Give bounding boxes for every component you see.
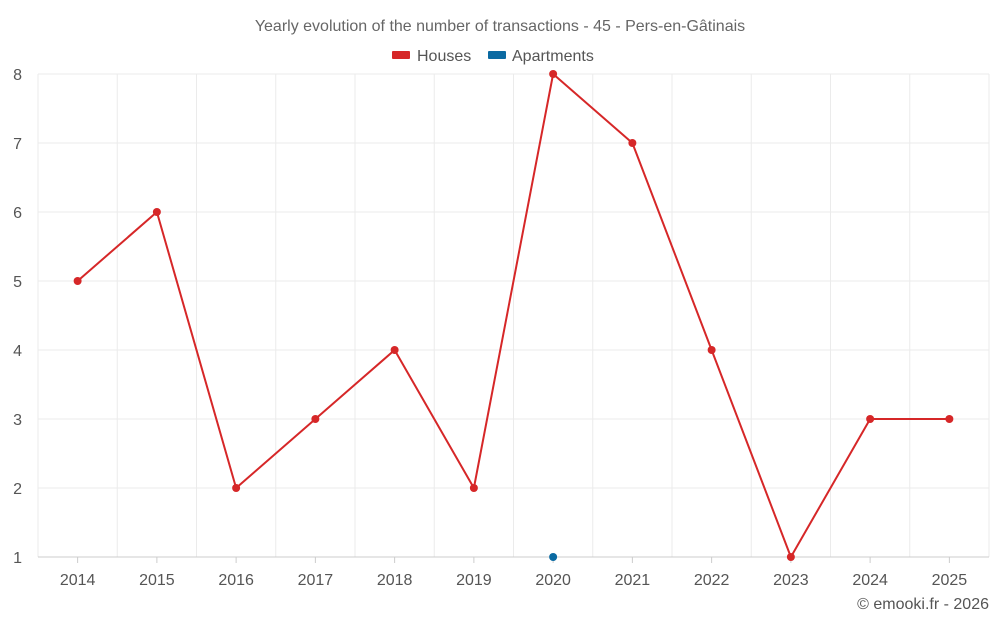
- legend-item-apartments[interactable]: Apartments: [488, 48, 594, 65]
- legend-label-houses: Houses: [417, 48, 471, 65]
- chart-title: Yearly evolution of the number of transa…: [255, 18, 745, 35]
- x-tick-label: 2020: [535, 572, 571, 589]
- y-tick-label: 4: [13, 343, 22, 360]
- data-point-houses[interactable]: [73, 277, 82, 285]
- x-tick-label: 2022: [694, 572, 730, 589]
- legend-item-houses[interactable]: Houses: [392, 48, 471, 65]
- x-tick-label: 2024: [852, 572, 888, 589]
- data-point-houses[interactable]: [866, 415, 875, 423]
- series-line-houses: [76, 73, 950, 558]
- y-tick-label: 8: [13, 67, 22, 84]
- data-point-houses[interactable]: [786, 553, 795, 561]
- x-tick-label: 2025: [932, 572, 968, 589]
- legend-swatch-apartments: [488, 51, 506, 59]
- x-tick-label: 2015: [139, 572, 175, 589]
- data-point-apartments[interactable]: [549, 553, 558, 561]
- data-point-houses[interactable]: [549, 70, 558, 78]
- y-tick-label: 2: [13, 481, 22, 498]
- x-tick-label: 2014: [60, 572, 96, 589]
- data-point-houses[interactable]: [232, 484, 241, 492]
- grid: [37, 73, 990, 558]
- data-point-houses[interactable]: [707, 346, 716, 354]
- x-tick-label: 2018: [377, 572, 413, 589]
- data-point-houses[interactable]: [628, 139, 637, 147]
- y-tick-label: 5: [13, 274, 22, 291]
- legend-label-apartments: Apartments: [512, 48, 594, 65]
- x-tick-label: 2017: [298, 572, 334, 589]
- data-point-houses[interactable]: [469, 484, 478, 492]
- x-axis-ticks: 2014 2015 2016 2017 2018 2019 2020 2021 2022 2023…: [60, 557, 967, 589]
- data-point-houses[interactable]: [390, 346, 399, 354]
- series-apartments: [549, 553, 558, 561]
- x-tick-label: 2019: [456, 572, 492, 589]
- x-tick-label: 2021: [615, 572, 651, 589]
- y-tick-label: 3: [13, 412, 22, 429]
- y-tick-label: 1: [13, 550, 22, 567]
- x-tick-label: 2016: [218, 572, 254, 589]
- y-axis-ticks: 1 2 3 4 5 6 7 8: [13, 67, 22, 567]
- series-houses: [73, 70, 954, 561]
- y-tick-label: 7: [13, 136, 22, 153]
- series-layer: [73, 70, 954, 561]
- data-point-houses[interactable]: [945, 415, 954, 423]
- legend: Houses Apartments: [392, 48, 594, 65]
- data-point-houses[interactable]: [152, 208, 161, 216]
- x-tick-label: 2023: [773, 572, 809, 589]
- data-point-houses[interactable]: [311, 415, 320, 423]
- y-tick-label: 6: [13, 205, 22, 222]
- credit-text[interactable]: © emooki.fr - 2026: [857, 596, 989, 613]
- legend-swatch-houses: [392, 51, 410, 59]
